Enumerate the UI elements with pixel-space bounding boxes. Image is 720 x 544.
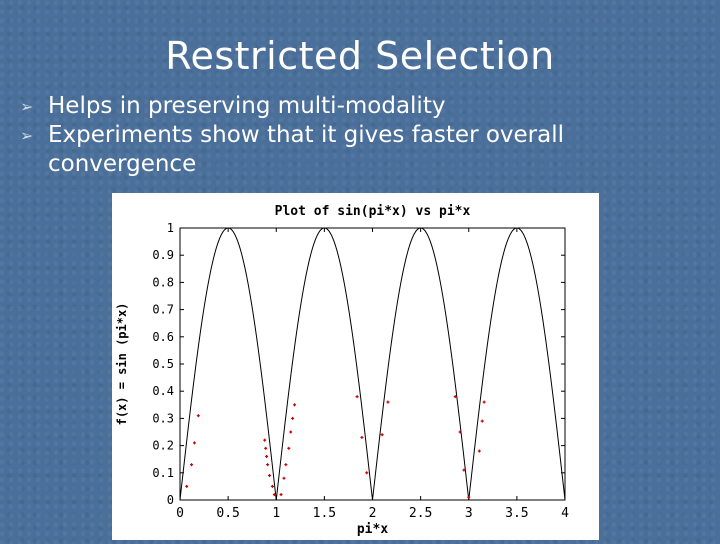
x-tick-label: 1 (272, 506, 280, 521)
bullet-list: ➢ Helps in preserving multi-modality ➢ E… (20, 92, 700, 179)
y-tick-label: 0.8 (152, 275, 174, 289)
x-tick-label: 4 (561, 506, 569, 521)
y-tick-label: 0.1 (152, 466, 174, 480)
y-tick-label: 0.4 (152, 384, 174, 398)
x-tick-label: 0 (176, 506, 184, 521)
y-tick-label: 0.9 (152, 248, 174, 262)
y-tick-label: 1 (167, 221, 174, 235)
y-axis-label: f(x) = sin (pi*x) (115, 303, 129, 426)
x-tick-label: 1.5 (313, 506, 336, 521)
y-tick-label: 0.3 (152, 411, 174, 425)
bullet-text: Experiments show that it gives faster ov… (48, 122, 564, 177)
slide-title: Restricted Selection (165, 34, 555, 78)
x-tick-label: 0.5 (216, 506, 239, 521)
bullet-item: ➢ Experiments show that it gives faster … (20, 121, 700, 179)
y-tick-label: 0.5 (152, 357, 174, 371)
bullet-item: ➢ Helps in preserving multi-modality (20, 92, 700, 121)
arrow-bullet-icon: ➢ (20, 97, 34, 116)
x-tick-label: 2.5 (409, 506, 432, 521)
x-tick-label: 3.5 (505, 506, 528, 521)
chart-container: Plot of sin(pi*x) vs pi*x 0 0.5 1 1.5 2 2.5 3 3.… (112, 193, 599, 540)
bullet-text: Helps in preserving multi-modality (48, 93, 446, 119)
sine-chart: Plot of sin(pi*x) vs pi*x 0 0.5 1 1.5 2 2.5 3 3.… (115, 204, 569, 537)
x-axis-label: pi*x (357, 522, 388, 537)
x-tick-label: 2 (369, 506, 377, 521)
y-tick-label: 0.7 (152, 303, 174, 317)
chart-title: Plot of sin(pi*x) vs pi*x (275, 204, 471, 219)
x-tick-label: 3 (465, 506, 473, 521)
y-tick-label: 0 (167, 493, 174, 507)
arrow-bullet-icon: ➢ (20, 126, 34, 145)
sine-curve-line (179, 227, 566, 501)
y-tick-label: 0.2 (152, 439, 174, 453)
y-tick-label: 0.6 (152, 330, 174, 344)
plot-frame (179, 227, 566, 501)
